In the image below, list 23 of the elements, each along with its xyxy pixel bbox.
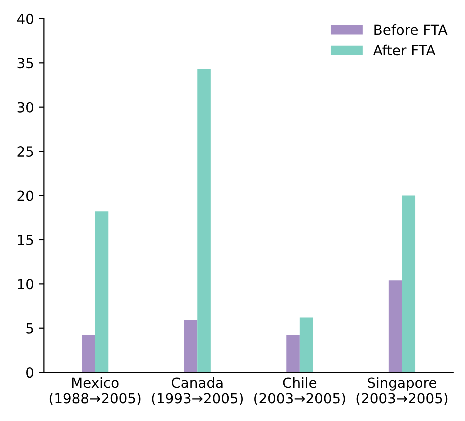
y-tick-label: 40: [17, 14, 34, 24]
legend-label: Before FTA: [374, 24, 448, 36]
y-tick-label: 0: [26, 368, 34, 378]
bar: [286, 335, 300, 373]
bar: [184, 320, 198, 373]
y-tick-label: 15: [18, 235, 34, 246]
y-tick-label: 25: [18, 146, 34, 158]
x-tick-label: Singapore (2003→2005): [356, 377, 448, 406]
bar: [402, 196, 416, 373]
x-tick-label: Canada (1993→2005): [152, 377, 244, 406]
bar: [82, 335, 96, 373]
x-tick-label: Chile (2003→2005): [254, 377, 346, 406]
bar: [388, 280, 402, 373]
y-tick-label: 30: [18, 102, 34, 113]
y-tick-label: 35: [18, 58, 34, 69]
bar: [300, 318, 314, 373]
x-tick-label: Mexico (1988→2005): [50, 377, 141, 406]
legend-label: After FTA: [373, 44, 436, 56]
y-tick-label: 20: [18, 190, 34, 202]
bar: [95, 212, 109, 373]
bar: [198, 69, 211, 373]
y-tick-label: 10: [18, 279, 34, 290]
y-tick-label: 5: [26, 324, 34, 334]
